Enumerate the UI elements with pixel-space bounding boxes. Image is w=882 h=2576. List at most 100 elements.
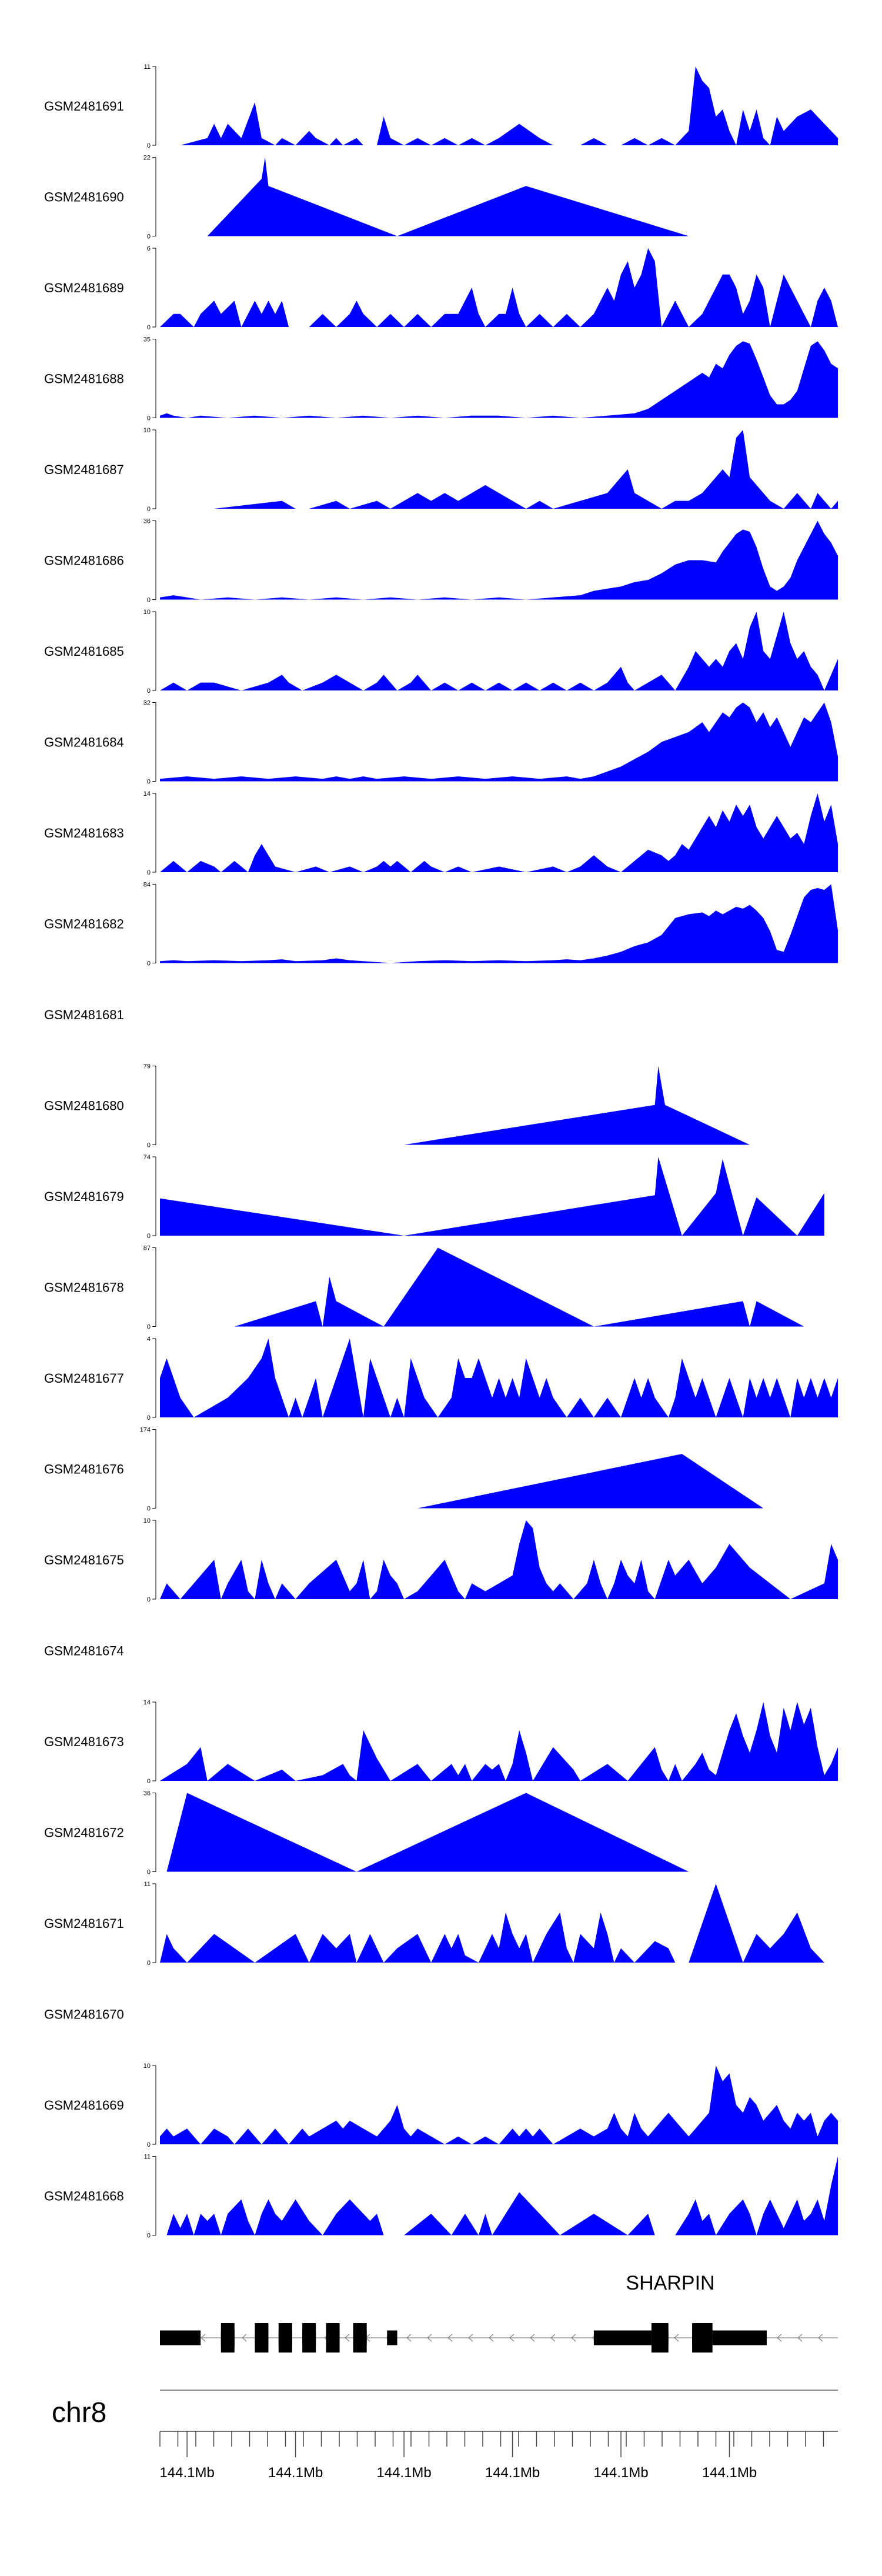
y-axis-min-label: 0 <box>147 869 151 876</box>
strand-arrow <box>818 2334 823 2342</box>
strand-arrow <box>345 2334 350 2342</box>
track-GSM2481686: GSM2481686 36 0 <box>44 518 838 604</box>
exon <box>387 2330 397 2345</box>
track-label: GSM2481681 <box>44 1007 124 1022</box>
track-label: GSM2481684 <box>44 735 124 750</box>
track-label: GSM2481675 <box>44 1553 124 1567</box>
genome-coordinate-label: 144.1Mb <box>702 2465 757 2481</box>
track-GSM2481674: GSM2481674 <box>44 1644 124 1659</box>
track-label: GSM2481687 <box>44 462 124 477</box>
coverage-area-GSM2481676 <box>417 1454 764 1509</box>
coding-exon <box>255 2323 269 2353</box>
coverage-area-GSM2481690 <box>207 157 689 236</box>
y-axis: 36 0 <box>143 518 156 604</box>
strand-arrow <box>406 2334 412 2342</box>
y-axis: 35 0 <box>143 336 156 422</box>
y-axis-min-label: 0 <box>147 324 151 331</box>
track-label: GSM2481685 <box>44 644 124 659</box>
y-axis-max-label: 87 <box>143 1245 151 1252</box>
strand-arrow <box>447 2334 453 2342</box>
coverage-area-GSM2481678 <box>234 1247 804 1327</box>
strand-arrow <box>674 2334 679 2342</box>
y-axis-max-label: 74 <box>143 1154 151 1161</box>
track-label: GSM2481672 <box>44 1826 124 1840</box>
y-axis-max-label: 174 <box>140 1427 151 1434</box>
y-axis: 87 0 <box>143 1245 156 1331</box>
genome-coordinate-label: 144.1Mb <box>159 2465 214 2481</box>
y-axis-max-label: 11 <box>144 64 151 71</box>
y-axis-max-label: 10 <box>143 427 151 434</box>
track-label: GSM2481678 <box>44 1280 124 1295</box>
strand-arrow <box>509 2334 514 2342</box>
coverage-area-GSM2481672 <box>166 1793 689 1872</box>
coverage-area-GSM2481687 <box>214 430 838 509</box>
y-axis-max-label: 14 <box>143 1699 151 1706</box>
y-axis: 32 0 <box>143 700 156 786</box>
y-axis-max-label: 10 <box>143 2063 151 2070</box>
track-GSM2481684: GSM2481684 32 0 <box>44 700 838 786</box>
y-axis: 79 0 <box>143 1063 156 1149</box>
y-axis: 74 0 <box>143 1154 156 1240</box>
coding-exon <box>353 2323 367 2353</box>
y-axis-max-label: 84 <box>143 882 151 889</box>
track-GSM2481671: GSM2481671 11 0 <box>44 1881 824 1967</box>
y-axis-max-label: 35 <box>143 336 151 343</box>
y-axis-min-label: 0 <box>147 1324 151 1331</box>
y-axis: 10 0 <box>143 427 156 513</box>
track-GSM2481691: GSM2481691 11 0 <box>44 64 838 149</box>
coverage-area-GSM2481684 <box>160 702 838 782</box>
coverage-area-GSM2481683 <box>160 793 838 872</box>
y-axis-min-label: 0 <box>147 1233 151 1240</box>
exon <box>593 2330 652 2345</box>
y-axis-min-label: 0 <box>147 506 151 513</box>
coding-exon <box>326 2323 340 2353</box>
coverage-area-GSM2481675 <box>160 1520 838 1599</box>
coverage-area-GSM2481669 <box>160 2066 838 2144</box>
y-axis-min-label: 0 <box>147 415 151 422</box>
y-axis-min-label: 0 <box>147 960 151 967</box>
coding-exon <box>220 2323 235 2353</box>
gene-exons <box>160 2323 767 2353</box>
track-GSM2481690: GSM2481690 22 0 <box>44 155 689 241</box>
y-axis-max-label: 11 <box>144 2154 151 2161</box>
y-axis: 14 0 <box>143 1699 156 1785</box>
track-label: GSM2481670 <box>44 2007 124 2022</box>
y-axis: 11 0 <box>144 64 156 149</box>
track-GSM2481687: GSM2481687 10 0 <box>44 427 838 513</box>
coding-exon <box>302 2323 316 2353</box>
y-axis: 36 0 <box>143 1790 156 1876</box>
track-label: GSM2481673 <box>44 1734 124 1749</box>
track-GSM2481682: GSM2481682 84 0 <box>44 882 838 967</box>
chromosome-label: chr8 <box>52 2397 106 2428</box>
y-axis-min-label: 0 <box>147 2141 151 2148</box>
y-axis-max-label: 32 <box>143 700 151 707</box>
track-GSM2481673: GSM2481673 14 0 <box>44 1699 838 1785</box>
coverage-area-GSM2481671 <box>160 1884 824 1963</box>
y-axis-min-label: 0 <box>147 1506 151 1513</box>
track-GSM2481675: GSM2481675 10 0 <box>44 1517 838 1603</box>
y-axis-max-label: 6 <box>147 245 151 252</box>
track-label: GSM2481691 <box>44 99 124 114</box>
coverage-area-GSM2481673 <box>160 1702 838 1781</box>
coverage-area-GSM2481686 <box>160 520 838 600</box>
strand-arrow <box>550 2334 556 2342</box>
y-axis-min-label: 0 <box>147 779 151 786</box>
y-axis-min-label: 0 <box>147 233 151 241</box>
y-axis-min-label: 0 <box>147 688 151 695</box>
y-axis: 60 <box>147 245 156 331</box>
y-axis: 14 0 <box>143 790 156 876</box>
track-label: GSM2481688 <box>44 372 124 386</box>
y-axis: 11 0 <box>144 1881 156 1967</box>
y-axis-min-label: 0 <box>147 142 151 149</box>
genome-axis-major-ticks: 144.1Mb 144.1Mb 144.1Mb 144.1Mb 144.1Mb 144.1… <box>159 2431 757 2481</box>
y-axis-min-label: 0 <box>147 1778 151 1785</box>
y-axis-min-label: 0 <box>147 1869 151 1876</box>
track-GSM2481668: GSM2481668 11 0 <box>44 2154 838 2240</box>
track-label: GSM2481669 <box>44 2098 124 2113</box>
genome-axis: 144.1Mb 144.1Mb 144.1Mb 144.1Mb 144.1Mb 144.1… <box>159 2431 838 2481</box>
track-label: GSM2481677 <box>44 1371 124 1386</box>
coding-exon <box>651 2323 669 2353</box>
